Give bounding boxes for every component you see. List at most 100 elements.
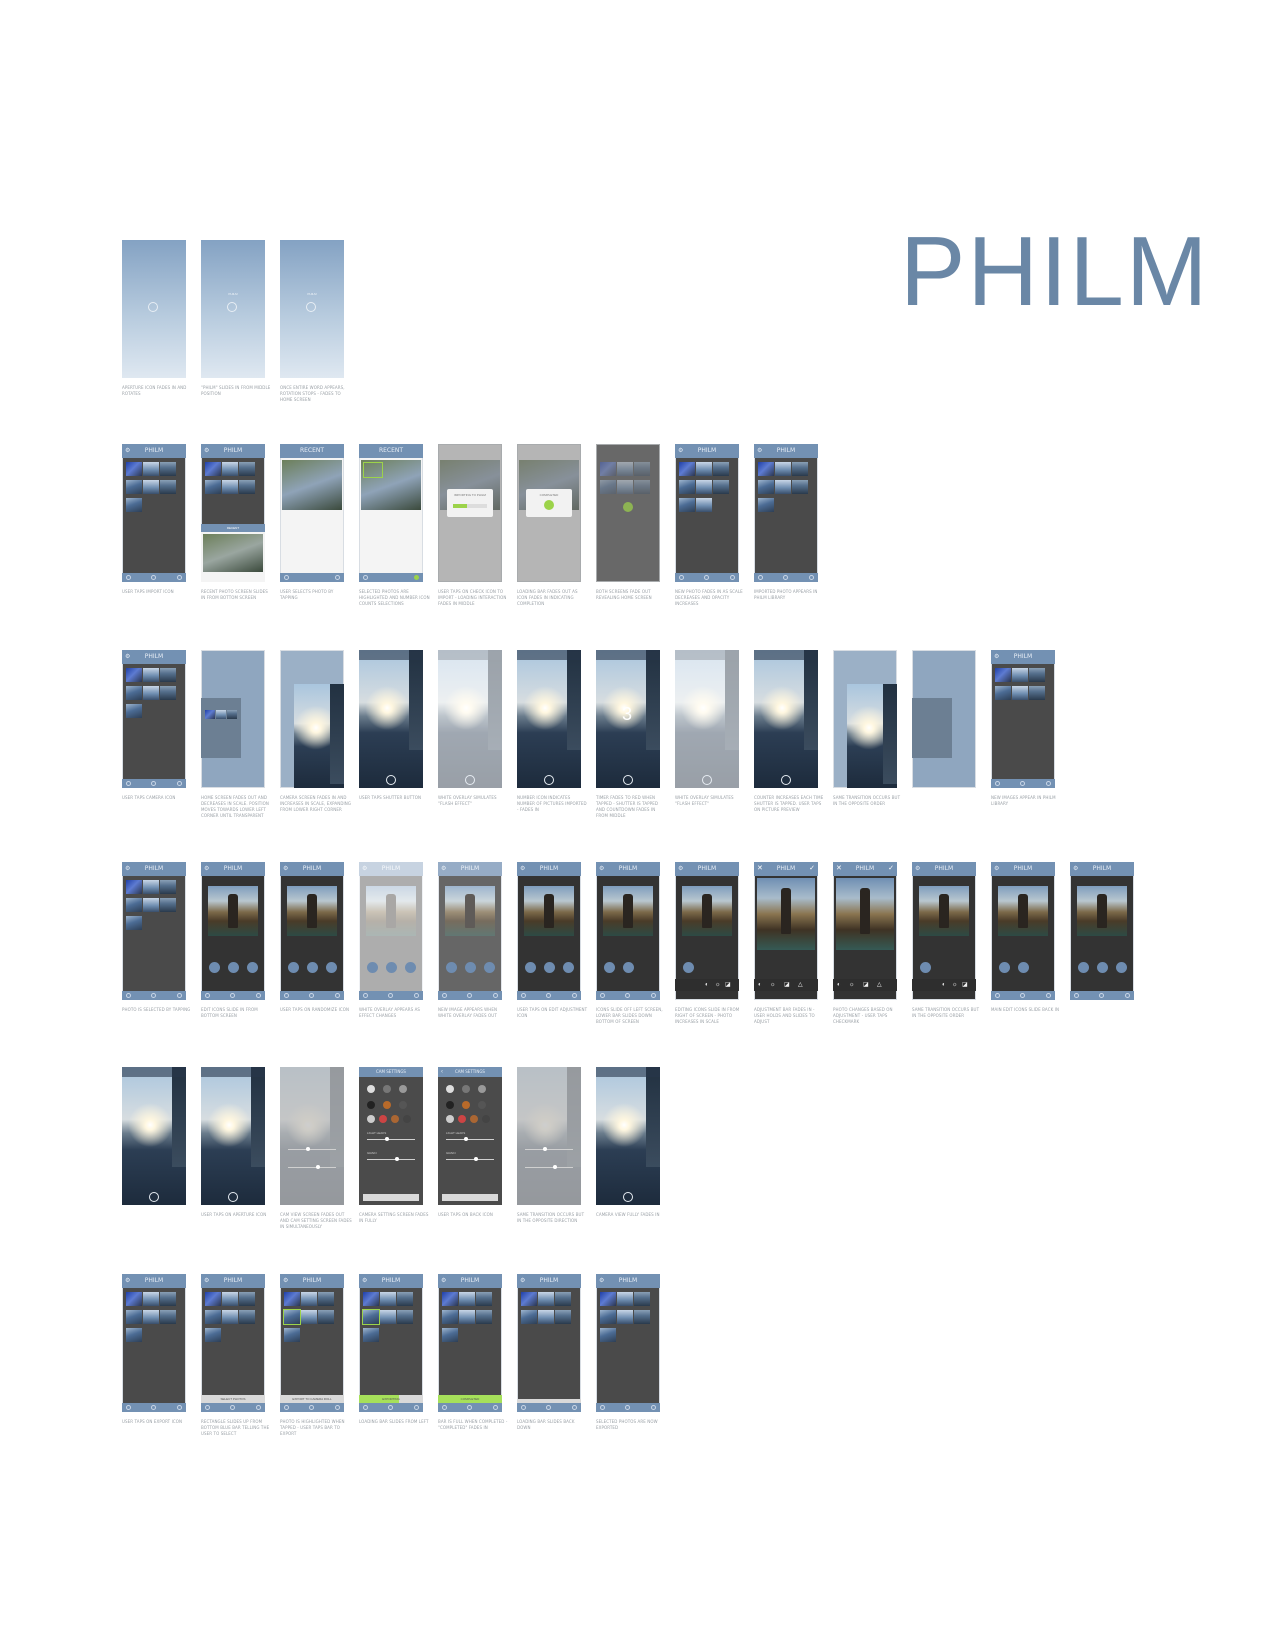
frame-caption: CAM VIEW SCREEN FADES OUT AND CAM SETTIN… <box>280 1212 352 1229</box>
storyboard-frame: COMPLETED LOADING BAR FADES OUT AS ICON … <box>517 444 581 606</box>
frame-caption: PHOTO CHANGES BASED ON ADJUSTMENT - USER… <box>833 1007 893 1024</box>
checkmark-icon[interactable]: ✓ <box>888 865 894 872</box>
screen-title: PHILM <box>1013 865 1033 872</box>
storyboard-frame: ⚙ PHILM LOADING BAR SLIDES BACK DOWN <box>517 1274 581 1430</box>
screen-title: PHILM <box>144 865 164 872</box>
recent-label: RECENT <box>226 526 240 530</box>
settings-title: CAM SETTINGS <box>376 1069 406 1074</box>
screen-title: PHILM <box>460 865 480 872</box>
frame-caption: USER TAPS CAMERA ICON <box>122 795 176 800</box>
storyboard-frame: CAM SETTINGS LIGHT LEAKS GRAIN CAMERA SE… <box>359 1067 428 1223</box>
frame-caption: NEW IMAGE APPEARS WHEN WHITE OVERLAY FAD… <box>438 1007 498 1018</box>
frame-caption: "PHILM" SLIDES IN FROM MIDDLE POSITION <box>201 385 271 396</box>
frame-caption: SELECTED PHOTOS ARE HIGHLIGHTED AND NUMB… <box>359 589 430 606</box>
frame-caption: BOTH SCREENS FADE OUT REVEALING HOME SCR… <box>596 589 652 600</box>
storyboard-frame: ✕ PHILM ✓ ◐ ☼ ◪ △ ADJUSTMENT BAR FADES IN - U… <box>754 862 818 1024</box>
screen-title: PHILM <box>934 865 954 872</box>
storyboard-frame: USER TAPS ON APERTURE ICON <box>201 1067 266 1217</box>
storyboard-frame: RECENT USER SELECTS PHOTO BY TAPPING <box>280 444 344 600</box>
frame-caption: IMPORTED PHOTO APPEARS IN PHILM LIBRARY <box>754 589 818 600</box>
frame-caption: USER TAPS IMPORT ICON <box>122 589 174 594</box>
modal-title: IMPORTING TO PHILM <box>454 493 486 497</box>
storyboard-frame: RECENT SELECTED PHOTOS ARE HIGHLIGHTED A… <box>359 444 430 606</box>
screen-title: PHILM <box>223 1277 243 1284</box>
export-bar-label[interactable]: EXPORT TO CAMERA ROLL <box>292 1397 332 1401</box>
screen-title: PHILM <box>539 865 559 872</box>
frame-caption: BAR IS FULL WHEN COMPLETED - "COMPLETED"… <box>438 1419 508 1430</box>
storyboard-frame: BOTH SCREENS FADE OUT REVEALING HOME SCR… <box>596 444 660 600</box>
screen-title: PHILM <box>1013 653 1033 660</box>
storyboard-frame: IMPORTING TO PHILM USER TAPS ON CHECK IC… <box>438 444 506 606</box>
frame-caption: NUMBER ICON INDICATES NUMBER OF PICTURES… <box>517 795 587 812</box>
settings-title: CAM SETTINGS <box>455 1069 485 1074</box>
shutter-button[interactable] <box>386 775 396 785</box>
close-icon[interactable]: ✕ <box>757 865 763 872</box>
export-bar-label[interactable]: SELECT PHOTOS <box>220 1397 246 1401</box>
storyboard-frame: ⚙ PHILM USER TAPS ON RANDOMIZE ICON <box>280 862 349 1012</box>
storyboard-frame: ⚙ PHILM IMPORTED PHOTO APPEARS IN PHILM L… <box>754 444 818 600</box>
frame-caption: EDIT ICONS SLIDE IN FROM BOTTOM SCREEN <box>201 1007 258 1018</box>
grain-label: GRAIN <box>446 1151 456 1155</box>
aperture-icon <box>227 302 237 312</box>
storyboard-frame: ⚙ PHILM <box>1070 862 1134 1000</box>
back-icon[interactable]: ‹ <box>441 1069 443 1075</box>
storyboard-frame: ⚙ PHILM PHOTO IS SELECTED BY TAPPING <box>122 862 190 1012</box>
storyboard-frame: SAME TRANSITION OCCURS BUT IN THE OPPOSI… <box>517 1067 584 1223</box>
recent-title: RECENT <box>299 447 325 454</box>
screen-title: PHILM <box>144 653 164 660</box>
storyboard-frame: ⚙ PHILM USER TAPS CAMERA ICON <box>122 650 186 800</box>
screen-title: PHILM <box>539 1277 559 1284</box>
screen-title: PHILM <box>460 1277 480 1284</box>
aperture-icon[interactable]: ⚙ <box>125 448 131 454</box>
storyboard-frame: HOME SCREEN FADES OUT AND DECREASES IN S… <box>201 650 269 818</box>
storyboard-frame: WHITE OVERLAY SIMULATES "FLASH EFFECT" <box>675 650 739 806</box>
frame-caption: PHOTO IS SELECTED BY TAPPING <box>122 1007 191 1012</box>
storyboard-frame <box>912 650 976 788</box>
storyboard-frame: ⚙ PHILM EXPORTING LOADING BAR SLIDES FROM… <box>359 1274 429 1424</box>
storyboard-frame: USER TAPS SHUTTER BUTTON <box>359 650 423 800</box>
storyboard-frame: ⚙PHILM WHITE OVERLAY APPEARS AS EFFECT C… <box>359 862 423 1018</box>
export-bar-label: COMPLETED <box>460 1397 480 1401</box>
frame-caption: HOME SCREEN FADES OUT AND DECREASES IN S… <box>201 795 269 818</box>
frame-caption: NEW IMAGES APPEAR IN PHILM LIBRARY <box>991 795 1056 806</box>
frame-caption: SAME TRANSITION OCCURS BUT IN THE OPPOSI… <box>912 1007 980 1018</box>
screen-title: PHILM <box>1092 865 1112 872</box>
recent-title: RECENT <box>378 447 404 454</box>
frame-caption: SELECTED PHOTOS ARE NOW EXPORTED <box>596 1419 658 1430</box>
storyboard-frame: SAME TRANSITION OCCURS BUT IN THE OPPOSI… <box>833 650 900 806</box>
storyboard-frame: ⚙ PHILM ◐ ☼ ◪ SAME TRANSITION OCCURS BUT IN… <box>912 862 979 1018</box>
export-bar-label: EXPORTING <box>382 1397 400 1401</box>
storyboard-frame: ⚙ PHILM RECENT RECENT PHOTO SCREEN SLIDES… <box>201 444 268 600</box>
screen-title: PHILM <box>776 865 796 872</box>
screen-title: PHILM <box>697 865 717 872</box>
checkmark-icon <box>544 500 554 510</box>
frame-caption: RECENT PHOTO SCREEN SLIDES IN FROM BOTTO… <box>201 589 268 600</box>
frame-caption: EDITING ICONS SLIDE IN FROM RIGHT OF SCR… <box>675 1007 740 1024</box>
frame-caption: USER TAPS ON EXPORT ICON <box>122 1419 183 1424</box>
frame-caption: SAME TRANSITION OCCURS BUT IN THE OPPOSI… <box>833 795 901 806</box>
frame-caption: ADJUSTMENT BAR FADES IN - USER HOLDS AND… <box>754 1007 815 1024</box>
storyboard-frame: COUNTER INCREASES EACH TIME SHUTTER IS T… <box>754 650 823 812</box>
frame-caption: WHITE OVERLAY SIMULATES "FLASH EFFECT" <box>675 795 734 806</box>
storyboard-frame: WHITE OVERLAY SIMULATES "FLASH EFFECT" <box>438 650 502 806</box>
screen-title: PHILM <box>618 1277 638 1284</box>
storyboard-frame: ⚙ PHILM EDIT ICONS SLIDE IN FROM BOTTOM S… <box>201 862 265 1018</box>
splash-word: PHILM <box>307 292 317 296</box>
frame-caption: USER TAPS ON CHECK ICON TO IMPORT - LOAD… <box>438 589 507 606</box>
frame-caption: APERTURE ICON FADES IN AND ROTATES <box>122 385 187 396</box>
storyboard-frame: ⚙ PHILM NEW IMAGE APPEARS WHEN WHITE OVER… <box>438 862 502 1018</box>
frame-caption: WHITE OVERLAY SIMULATES "FLASH EFFECT" <box>438 795 497 806</box>
storyboard-frame: ⚙ PHILM USER TAPS ON EXPORT ICON <box>122 1274 186 1424</box>
screen-title: PHILM <box>855 865 875 872</box>
close-icon[interactable]: ✕ <box>836 865 842 872</box>
frame-caption: RECTANGLE SLIDES UP FROM BOTTOM BLUE BAR… <box>201 1419 270 1436</box>
screen-title: PHILM <box>223 865 243 872</box>
frame-caption: ICONS SLIDE OFF LEFT SCREEN, LOWER BAR S… <box>596 1007 663 1024</box>
storyboard-frame: ‹ CAM SETTINGS LIGHT LEAKS GRAIN USER TAP… <box>438 1067 502 1217</box>
storyboard-frame: ⚙ PHILM SELECTED PHOTOS ARE NOW EXPORTED <box>596 1274 660 1430</box>
checkmark-icon[interactable]: ✓ <box>809 865 815 872</box>
frame-caption: USER TAPS ON RANDOMIZE ICON <box>280 1007 350 1012</box>
storyboard-frame: PHILM ONCE ENTIRE WORD APPEARS, ROTATION… <box>280 240 345 402</box>
aperture-icon <box>148 302 158 312</box>
storyboard-frame: NUMBER ICON INDICATES NUMBER OF PICTURES… <box>517 650 587 812</box>
